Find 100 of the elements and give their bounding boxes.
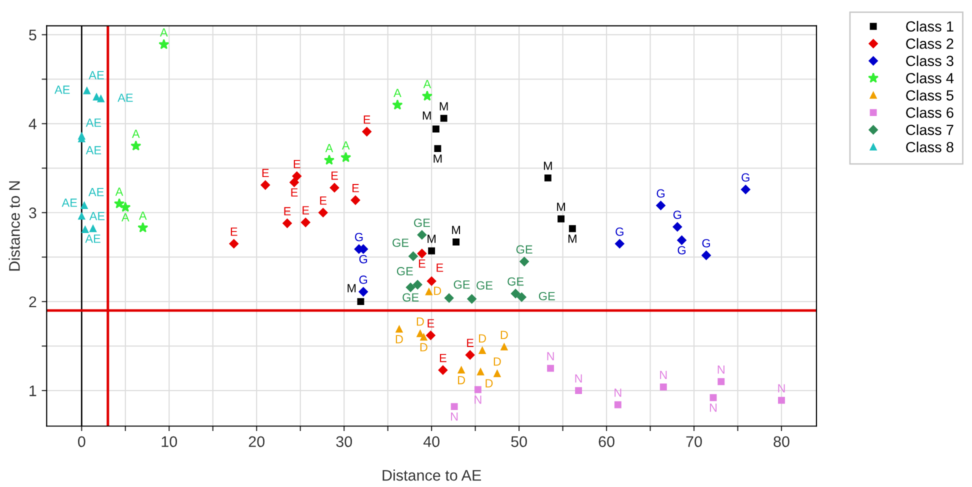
data-label: AE — [88, 71, 104, 80]
data-label: E — [467, 338, 474, 347]
x-tick-label: 70 — [686, 436, 702, 448]
data-label: GE — [392, 238, 409, 247]
data-label: G — [702, 239, 710, 248]
data-label: GE — [402, 293, 419, 302]
data-label: M — [428, 234, 436, 243]
legend-label: Class 3 — [906, 55, 954, 66]
data-label: E — [331, 172, 338, 180]
data-label: G — [359, 276, 368, 284]
data-label: GE — [516, 245, 532, 254]
data-label: GE — [508, 277, 524, 286]
y-tick-label: 3 — [29, 207, 36, 218]
y-axis-title: Distance to N — [8, 181, 20, 271]
data-label: D — [420, 343, 428, 352]
data-label: G — [673, 210, 682, 219]
y-tick-label: 4 — [28, 118, 36, 130]
data-label: E — [436, 264, 444, 272]
data-label: E — [428, 319, 434, 328]
data-label: A — [115, 188, 124, 196]
data-label: AE — [62, 198, 77, 207]
legend-label: Class 4 — [906, 72, 954, 84]
data-label: D — [434, 286, 442, 295]
x-tick-label: 20 — [248, 436, 265, 448]
data-label: A — [138, 212, 147, 220]
data-label: AE — [54, 86, 70, 94]
data-label: A — [121, 213, 130, 222]
data-label: M — [434, 154, 442, 163]
data-label: AE — [89, 212, 105, 220]
data-label: GE — [476, 281, 493, 290]
data-label: GE — [538, 292, 555, 300]
data-label: G — [359, 254, 368, 264]
data-label: A — [394, 88, 402, 97]
data-label: AE — [86, 118, 102, 127]
data-label: E — [291, 188, 298, 196]
data-label: E — [284, 207, 291, 216]
data-label: N — [575, 374, 582, 383]
legend-label: Class 7 — [906, 124, 954, 136]
y-tick-label: 5 — [29, 30, 36, 40]
data-label: A — [342, 141, 350, 150]
data-label: AE — [86, 146, 102, 154]
data-label: G — [678, 246, 686, 254]
data-label: M — [557, 202, 565, 211]
data-label: GE — [414, 218, 430, 227]
data-label: A — [423, 80, 432, 88]
data-label: E — [294, 160, 300, 168]
data-label: E — [320, 196, 327, 205]
x-tick-label: 50 — [511, 436, 527, 448]
data-label: AE — [88, 188, 104, 196]
data-label: M — [348, 284, 356, 292]
x-axis-title: Distance to AE — [382, 470, 482, 481]
data-label: D — [396, 335, 403, 344]
data-label: N — [778, 384, 785, 392]
legend-label: Class 5 — [906, 90, 954, 101]
data-label: A — [325, 144, 334, 152]
data-label: E — [262, 168, 269, 178]
data-label: D — [416, 317, 424, 326]
data-label: M — [544, 162, 552, 170]
data-label: N — [474, 396, 482, 404]
legend-label: Class 6 — [906, 107, 954, 118]
data-label: N — [718, 366, 724, 374]
data-label: D — [500, 330, 508, 339]
data-label: G — [656, 189, 664, 198]
data-label: N — [451, 412, 458, 421]
y-tick-label: 2 — [29, 296, 36, 308]
data-label: M — [568, 234, 576, 243]
x-tick-label: 0 — [78, 436, 86, 448]
data-label: N — [710, 404, 717, 412]
data-label: G — [354, 232, 363, 242]
data-label: E — [440, 354, 446, 362]
data-label: E — [230, 228, 238, 236]
data-label: A — [132, 130, 140, 138]
data-label: M — [452, 226, 460, 234]
x-tick-label: 40 — [423, 436, 440, 448]
data-label: N — [547, 352, 554, 360]
legend-label: Class 2 — [906, 38, 954, 49]
data-label: AE — [118, 94, 133, 102]
data-label: GE — [396, 267, 413, 276]
data-label: M — [422, 111, 431, 120]
data-label: E — [352, 184, 359, 192]
x-tick-label: 80 — [774, 436, 790, 448]
data-label: GE — [454, 280, 470, 289]
data-label: N — [614, 388, 622, 397]
data-label: E — [418, 260, 426, 268]
x-tick-label: 60 — [598, 436, 614, 448]
data-label: E — [364, 116, 370, 124]
data-label: AE — [85, 234, 100, 243]
data-label: D — [479, 334, 486, 343]
x-tick-label: 30 — [336, 436, 352, 448]
data-label: D — [486, 379, 493, 388]
data-label: E — [302, 206, 310, 214]
y-tick-label: 1 — [30, 386, 36, 396]
data-label: A — [160, 28, 168, 36]
data-label: D — [458, 376, 466, 384]
data-label: G — [616, 228, 624, 236]
data-label: D — [494, 358, 501, 366]
legend-label: Class 8 — [906, 142, 954, 152]
data-label: G — [742, 173, 750, 182]
legend-label: Class 1 — [906, 20, 954, 32]
data-label: M — [440, 102, 448, 110]
